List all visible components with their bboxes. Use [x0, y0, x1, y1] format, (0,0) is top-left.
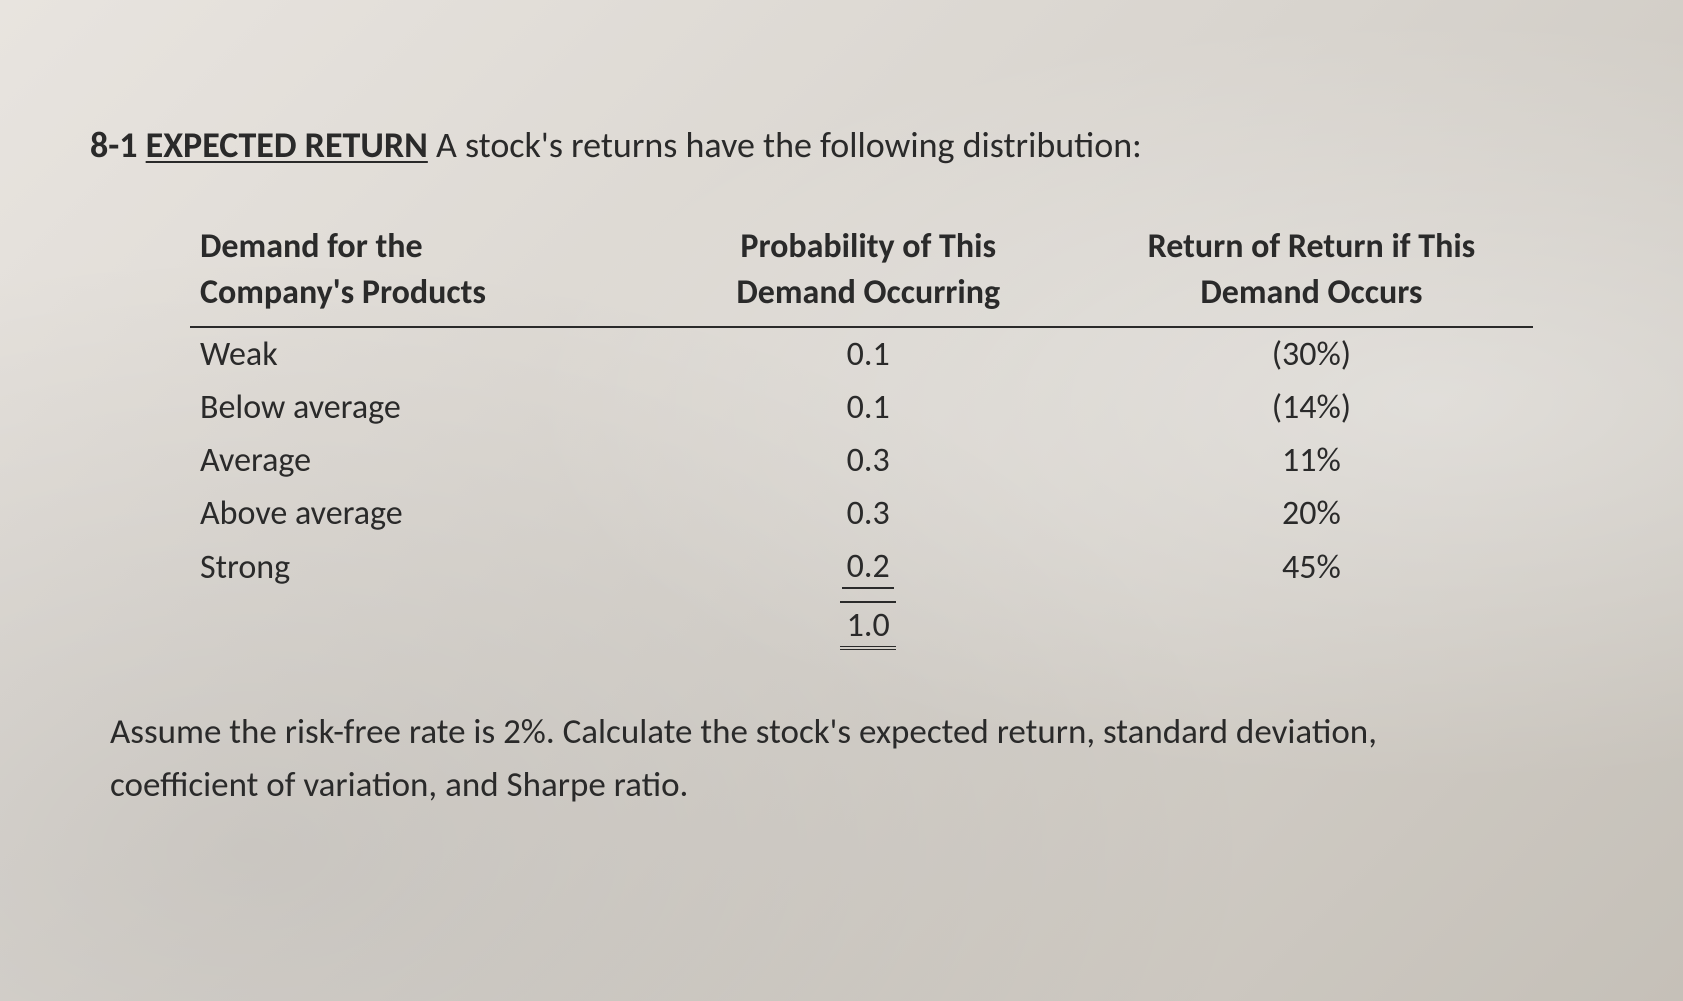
- cell-prob: 0.3: [647, 434, 1090, 487]
- table-row: Strong 0.2 45%: [190, 540, 1533, 595]
- header-return-line2: Demand Occurs: [1200, 272, 1422, 313]
- cell-demand: Below average: [190, 381, 647, 434]
- cell-return: (14%): [1090, 381, 1533, 434]
- header-demand-line2: Company's Products: [200, 272, 486, 313]
- header-probability-line1: Probability of This: [740, 226, 996, 267]
- table-header-row: Demand for the Company's Products Probab…: [190, 220, 1533, 327]
- problem-heading: 8-1 EXPECTED RETURN A stock's returns ha…: [90, 120, 1593, 170]
- cell-prob: 0.2: [647, 540, 1090, 595]
- header-demand: Demand for the Company's Products: [190, 220, 647, 327]
- table-total-row: 1.0: [190, 595, 1533, 656]
- cell-empty: [190, 595, 647, 656]
- cell-demand: Above average: [190, 487, 647, 540]
- table-row: Below average 0.1 (14%): [190, 381, 1533, 434]
- header-probability: Probability of This Demand Occurring: [647, 220, 1090, 327]
- header-probability-line2: Demand Occurring: [736, 272, 1000, 313]
- cell-return: 20%: [1090, 487, 1533, 540]
- table-row: Average 0.3 11%: [190, 434, 1533, 487]
- cell-demand: Average: [190, 434, 647, 487]
- table-body: Weak 0.1 (30%) Below average 0.1 (14%) A…: [190, 327, 1533, 656]
- cell-return: 11%: [1090, 434, 1533, 487]
- header-return: Return of Return if This Demand Occurs: [1090, 220, 1533, 327]
- problem-intro: A stock's returns have the following dis…: [436, 123, 1142, 167]
- cell-return: (30%): [1090, 327, 1533, 381]
- cell-return: 45%: [1090, 540, 1533, 595]
- cell-prob: 0.1: [647, 381, 1090, 434]
- cell-prob: 0.3: [647, 487, 1090, 540]
- problem-number: 8-1: [90, 123, 138, 167]
- question-text: Assume the risk-free rate is 2%. Calcula…: [110, 706, 1533, 811]
- table-row: Weak 0.1 (30%): [190, 327, 1533, 381]
- cell-demand: Weak: [190, 327, 647, 381]
- table-row: Above average 0.3 20%: [190, 487, 1533, 540]
- cell-empty: [1090, 595, 1533, 656]
- cell-prob-last: 0.2: [842, 546, 894, 589]
- distribution-table: Demand for the Company's Products Probab…: [190, 220, 1533, 656]
- header-return-line1: Return of Return if This: [1148, 226, 1476, 267]
- cell-total: 1.0: [647, 595, 1090, 656]
- problem-title: EXPECTED RETURN: [146, 123, 428, 167]
- distribution-table-wrap: Demand for the Company's Products Probab…: [190, 220, 1533, 656]
- header-demand-line1: Demand for the: [200, 226, 423, 267]
- cell-demand: Strong: [190, 540, 647, 595]
- cell-prob: 0.1: [647, 327, 1090, 381]
- total-value: 1.0: [840, 601, 896, 650]
